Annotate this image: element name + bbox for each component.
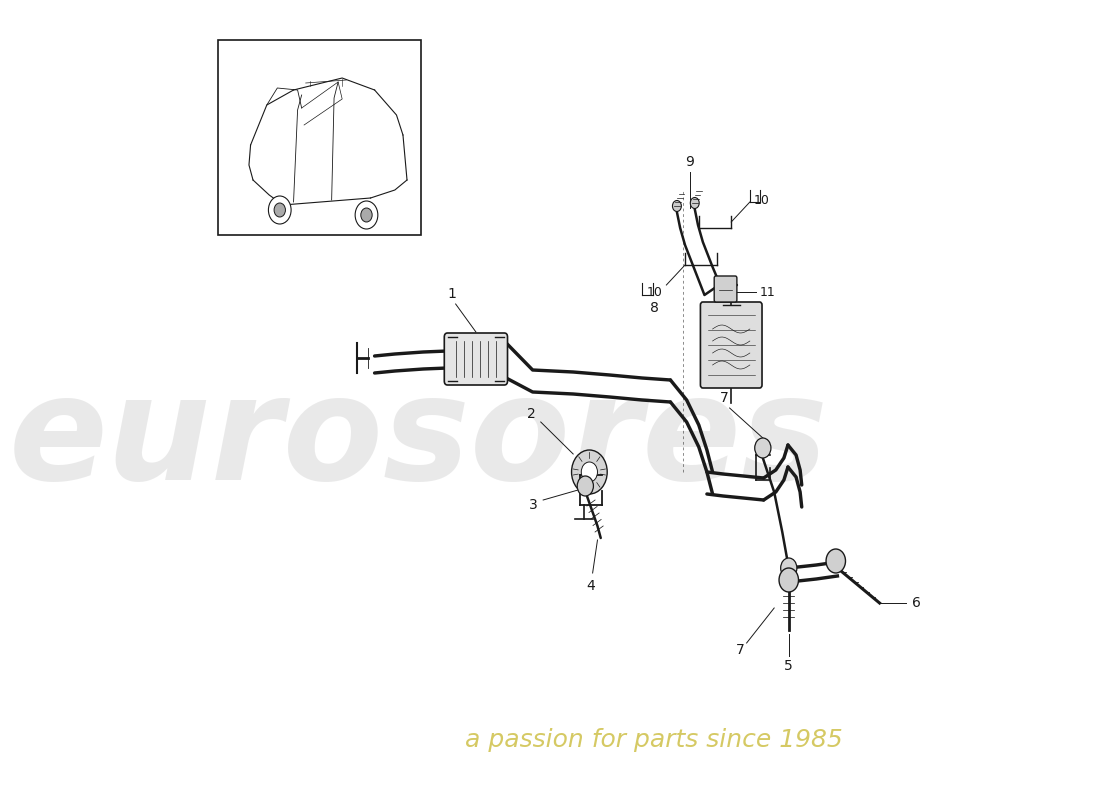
Circle shape xyxy=(274,203,285,217)
Text: 4: 4 xyxy=(586,579,595,593)
Text: a passion for parts since 1985: a passion for parts since 1985 xyxy=(465,728,843,752)
Bar xyxy=(218,40,421,235)
Circle shape xyxy=(361,208,372,222)
Text: 9: 9 xyxy=(685,155,694,169)
Circle shape xyxy=(578,476,593,496)
Text: 7: 7 xyxy=(736,643,745,657)
FancyBboxPatch shape xyxy=(714,276,737,302)
Text: 3: 3 xyxy=(529,498,538,512)
Text: 2: 2 xyxy=(527,407,536,421)
Circle shape xyxy=(672,201,681,211)
Circle shape xyxy=(826,549,846,573)
Text: 1: 1 xyxy=(448,287,456,301)
Text: 10: 10 xyxy=(754,194,770,206)
Text: 10: 10 xyxy=(647,286,662,298)
Text: 6: 6 xyxy=(912,596,921,610)
Text: 5: 5 xyxy=(784,659,793,673)
Text: 8: 8 xyxy=(650,301,659,315)
Circle shape xyxy=(581,462,597,482)
Text: eurosores: eurosores xyxy=(9,370,829,510)
Circle shape xyxy=(268,196,292,224)
Circle shape xyxy=(572,450,607,494)
Circle shape xyxy=(781,558,796,578)
Circle shape xyxy=(755,438,771,458)
Text: 7: 7 xyxy=(719,391,728,405)
Circle shape xyxy=(691,198,700,209)
FancyBboxPatch shape xyxy=(444,333,507,385)
Circle shape xyxy=(779,568,799,592)
Text: 11: 11 xyxy=(760,286,775,298)
Circle shape xyxy=(355,201,377,229)
FancyBboxPatch shape xyxy=(701,302,762,388)
